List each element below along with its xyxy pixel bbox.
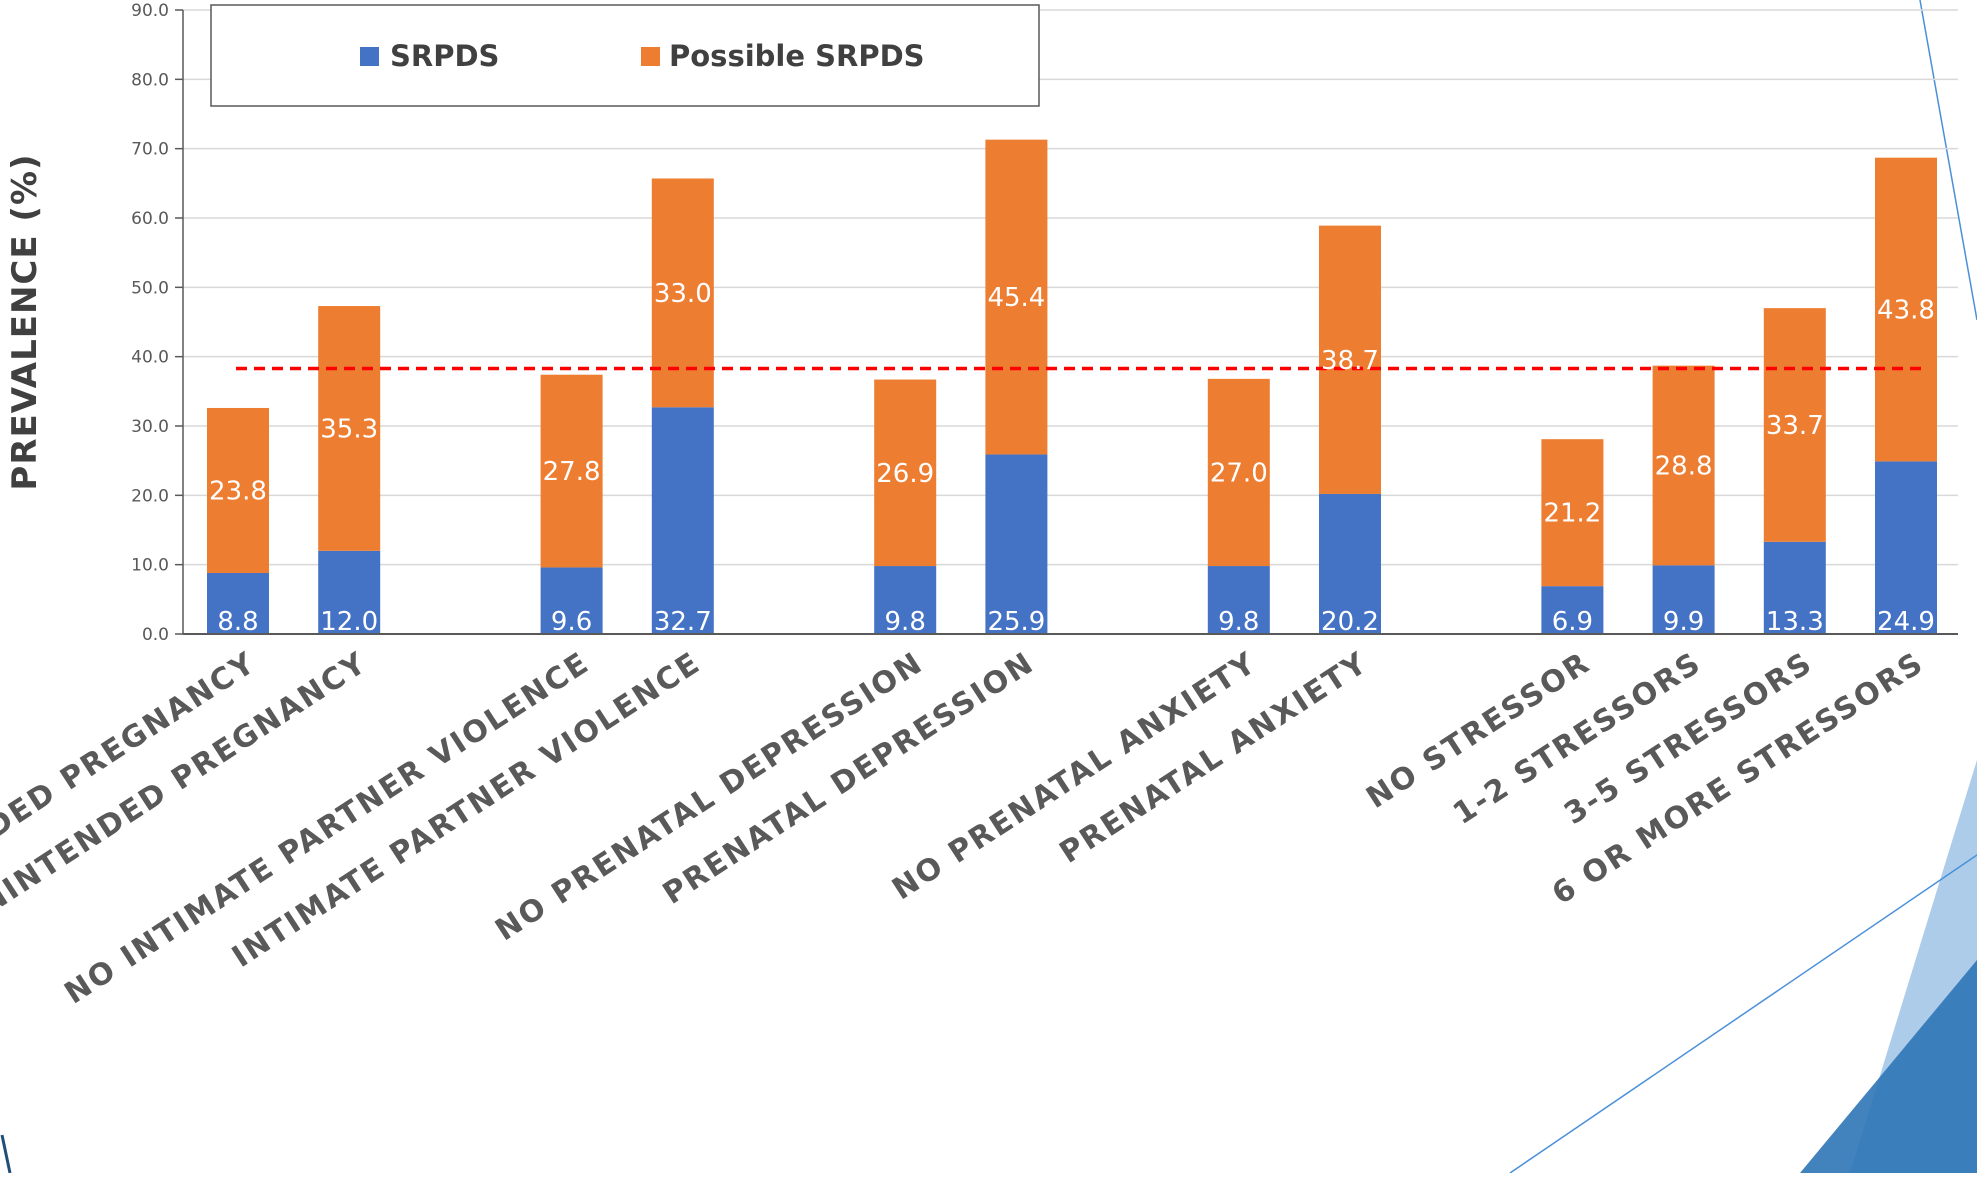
bar-srpds-prenatal-depression (985, 454, 1048, 634)
y-tick-labels: 0.0 10.0 20.0 30.0 40.0 50.0 60.0 70.0 80.0 90.0 (131, 1, 183, 645)
decor-dark-triangle (1800, 960, 1977, 1173)
bar-srpds-no-prenatal-anxiety (1207, 566, 1270, 634)
bar-possible-srpds-no-intimate-partner-violence (540, 374, 603, 568)
data-label-srpds-6-or-more-stressors: 24.9 (1877, 607, 1935, 637)
bar-srpds-no-intimate-partner-violence (540, 567, 603, 634)
legend-box (210, 4, 1040, 107)
bar-possible-srpds-1-2-stressors (1652, 365, 1715, 566)
decor-line-1 (1919, 0, 1977, 321)
data-label-srpds-no-stressor: 6.9 (1552, 607, 1593, 637)
data-label-possible-srpds-prenatal-depression: 45.4 (987, 283, 1045, 313)
data-label-possible-srpds-no-stressor: 21.2 (1543, 499, 1601, 529)
bar-possible-srpds-intimate-partner-violence (651, 178, 714, 408)
decor-line-2 (1509, 854, 1977, 1174)
decor-line-3 (0, 1134, 12, 1174)
y-tick-label-30-0: 30.0 (131, 417, 169, 437)
data-label-srpds-no-prenatal-anxiety: 9.8 (1218, 607, 1259, 637)
data-label-possible-srpds-no-prenatal-anxiety: 27.0 (1210, 458, 1268, 488)
bar-possible-srpds-prenatal-anxiety (1319, 225, 1381, 494)
bar-possible-srpds-no-prenatal-depression (874, 379, 937, 567)
data-label-srpds-intended-pregnancy: 8.8 (217, 607, 258, 637)
y-tick-label-60-0: 60.0 (131, 209, 169, 229)
data-label-possible-srpds-unintended-pregnancy: 35.3 (320, 414, 378, 444)
data-label-possible-srpds-no-intimate-partner-violence: 27.8 (543, 457, 601, 487)
data-label-possible-srpds-no-prenatal-depression: 26.9 (876, 459, 934, 489)
bar-possible-srpds-prenatal-depression (985, 139, 1048, 455)
data-label-possible-srpds-3-5-stressors: 33.7 (1766, 411, 1824, 441)
y-tick-label-90-0: 90.0 (131, 1, 169, 21)
bar-srpds-no-stressor (1541, 586, 1604, 634)
bar-srpds-no-prenatal-depression (874, 566, 937, 634)
legend-label-srpds: SRPDS (390, 39, 499, 73)
data-label-srpds-1-2-stressors: 9.9 (1663, 607, 1704, 637)
bar-possible-srpds-no-stressor (1541, 439, 1604, 587)
data-label-srpds-unintended-pregnancy: 12.0 (320, 607, 378, 637)
data-label-srpds-prenatal-depression: 25.9 (987, 607, 1045, 637)
data-label-srpds-3-5-stressors: 13.3 (1766, 607, 1824, 637)
y-axis-title: PREVALENCE (%) (5, 153, 45, 490)
bar-srpds-6-or-more-stressors (1875, 461, 1937, 634)
data-label-possible-srpds-6-or-more-stressors: 43.8 (1877, 296, 1935, 326)
data-label-possible-srpds-intimate-partner-violence: 33.0 (654, 279, 712, 309)
bar-srpds-intended-pregnancy (207, 572, 269, 634)
legend-swatch-srpds (360, 47, 379, 66)
bar-possible-srpds-3-5-stressors (1763, 308, 1826, 542)
y-tick-label-10-0: 10.0 (131, 556, 169, 576)
y-tick-label-0-0: 0.0 (142, 625, 169, 645)
bar-possible-srpds-intended-pregnancy (207, 407, 269, 573)
data-label-possible-srpds-prenatal-anxiety: 38.7 (1321, 346, 1379, 376)
bar-possible-srpds-unintended-pregnancy (318, 306, 381, 551)
bar-possible-srpds-no-prenatal-anxiety (1207, 378, 1270, 567)
y-tick-label-70-0: 70.0 (131, 140, 169, 160)
legend-swatch-possible-srpds (641, 47, 660, 66)
legend: SRPDS Possible SRPDS (210, 4, 1040, 107)
bar-srpds-3-5-stressors (1763, 541, 1826, 634)
data-label-srpds-intimate-partner-violence: 32.7 (654, 607, 712, 637)
data-label-srpds-no-prenatal-depression: 9.8 (885, 607, 926, 637)
data-label-possible-srpds-1-2-stressors: 28.8 (1655, 452, 1713, 482)
legend-label-possible-srpds: Possible SRPDS (669, 39, 925, 73)
data-label-srpds-prenatal-anxiety: 20.2 (1321, 607, 1379, 637)
bar-srpds-prenatal-anxiety (1319, 493, 1381, 634)
bar-srpds-intimate-partner-violence (651, 407, 714, 634)
bar-possible-srpds-6-or-more-stressors (1875, 157, 1937, 462)
y-tick-label-80-0: 80.0 (131, 70, 169, 90)
bar-srpds-1-2-stressors (1652, 565, 1715, 634)
data-label-srpds-no-intimate-partner-violence: 9.6 (551, 607, 592, 637)
bar-srpds-unintended-pregnancy (318, 550, 381, 634)
y-tick-label-40-0: 40.0 (131, 348, 169, 368)
data-labels: 8.8 23.8 12.0 35.3 9.6 27.8 32.7 33.0 9.8 26.9 25.… (209, 279, 1935, 637)
bars (207, 139, 1937, 634)
data-label-possible-srpds-intended-pregnancy: 23.8 (209, 476, 267, 506)
y-tick-label-20-0: 20.0 (131, 486, 169, 506)
y-tick-label-50-0: 50.0 (131, 278, 169, 298)
